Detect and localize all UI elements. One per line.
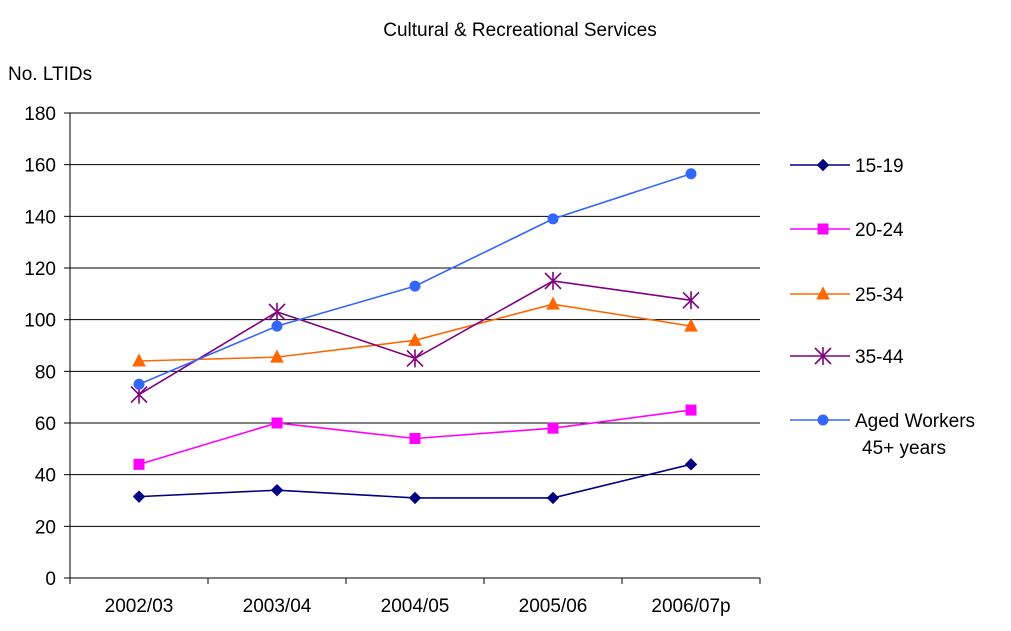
data-point bbox=[133, 378, 145, 390]
legend-label: 15-19 bbox=[855, 156, 904, 177]
data-point bbox=[684, 318, 698, 332]
x-tick-label: 2003/04 bbox=[243, 596, 312, 617]
data-point bbox=[268, 302, 286, 321]
x-tick-label: 2005/06 bbox=[519, 596, 588, 617]
legend: 15-19 20-24 25-34 35-44 Aged Workers 45+ year… bbox=[790, 156, 975, 459]
series bbox=[132, 296, 698, 367]
data-point bbox=[270, 349, 284, 363]
y-tick-label: 20 bbox=[35, 517, 56, 538]
data-point bbox=[406, 349, 424, 368]
data-point bbox=[271, 417, 283, 429]
legend-item: 25-34 bbox=[790, 285, 904, 306]
y-tick-label: 160 bbox=[24, 156, 56, 177]
axes: 0 20 40 60 80 100 120 140 160 180 2002/03 2003/04 20… bbox=[24, 104, 761, 617]
data-point bbox=[546, 491, 560, 505]
y-axis-label: No. LTIDs bbox=[8, 64, 92, 85]
data-point bbox=[546, 296, 560, 310]
data-point bbox=[544, 271, 562, 290]
data-point bbox=[547, 213, 559, 225]
legend-label: 35-44 bbox=[855, 347, 904, 368]
y-tick-label: 60 bbox=[35, 414, 56, 435]
y-tick-label: 140 bbox=[24, 207, 56, 228]
data-point bbox=[684, 458, 698, 471]
legend-item: 20-24 bbox=[790, 220, 904, 241]
legend-item: 15-19 bbox=[790, 156, 904, 177]
chart-title: Cultural & Recreational Services bbox=[383, 20, 657, 41]
y-tick-label: 0 bbox=[45, 569, 56, 590]
data-point bbox=[408, 491, 422, 505]
data-point bbox=[271, 320, 283, 332]
series bbox=[133, 404, 697, 470]
y-tick-label: 80 bbox=[35, 362, 56, 383]
y-tick-label: 180 bbox=[24, 104, 56, 125]
x-tick-label: 2006/07p bbox=[651, 596, 730, 617]
legend-label: 20-24 bbox=[855, 220, 904, 241]
y-tick-label: 100 bbox=[24, 311, 56, 332]
data-point bbox=[817, 223, 829, 235]
data-point bbox=[270, 483, 284, 497]
y-tick-label: 120 bbox=[24, 259, 56, 280]
legend-label: Aged Workers 45+ years bbox=[855, 411, 975, 459]
data-point bbox=[816, 286, 830, 300]
data-point bbox=[132, 353, 146, 367]
gridlines bbox=[70, 112, 760, 527]
data-point bbox=[817, 414, 829, 426]
series-group bbox=[130, 168, 700, 505]
legend-item: 35-44 bbox=[790, 347, 904, 368]
data-point bbox=[408, 332, 422, 346]
data-point bbox=[682, 291, 700, 310]
x-tick-label: 2004/05 bbox=[381, 596, 450, 617]
series bbox=[133, 168, 697, 390]
series bbox=[132, 458, 698, 505]
data-point bbox=[685, 168, 697, 180]
data-point bbox=[409, 433, 421, 444]
x-tick-label: 2002/03 bbox=[105, 596, 174, 617]
y-tick-label: 40 bbox=[35, 466, 56, 487]
series bbox=[130, 271, 700, 404]
data-point bbox=[132, 490, 146, 503]
data-point bbox=[133, 458, 145, 470]
data-point bbox=[814, 347, 832, 365]
legend-item: Aged Workers 45+ years bbox=[790, 411, 975, 459]
data-point bbox=[547, 422, 559, 434]
data-point bbox=[685, 404, 697, 416]
legend-label: 25-34 bbox=[855, 285, 904, 306]
data-point bbox=[816, 158, 830, 172]
data-point bbox=[409, 280, 421, 292]
